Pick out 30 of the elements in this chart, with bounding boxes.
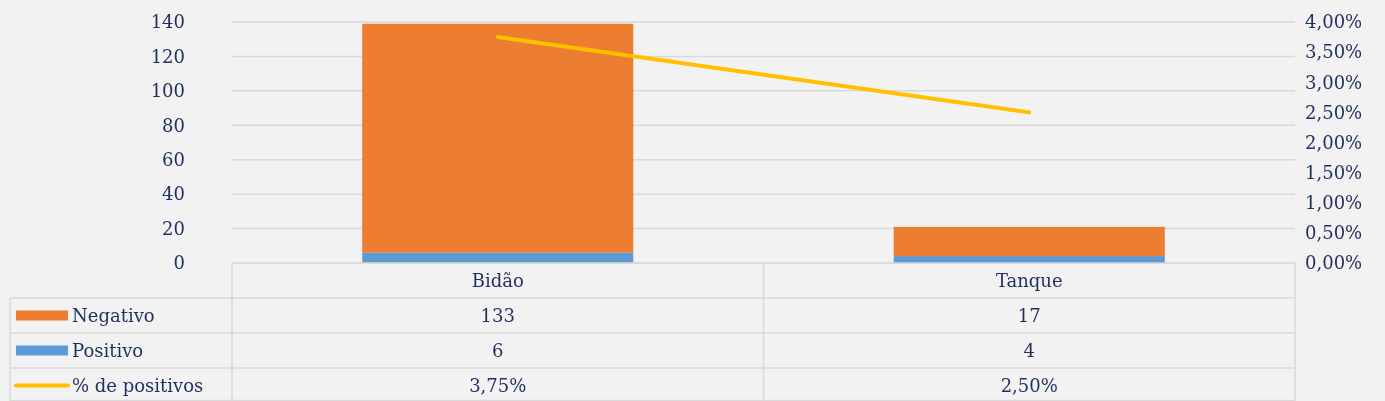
y-tick-label: 100 — [150, 80, 185, 102]
data-label: 6 — [492, 339, 504, 361]
y-tick-label: 40 — [162, 183, 185, 205]
y2-tick-label: 2,50% — [1305, 101, 1363, 123]
legend-label: Positivo — [72, 339, 144, 361]
y-tick-label: 120 — [150, 45, 185, 67]
data-label: 2,50% — [1000, 374, 1058, 396]
bar — [893, 226, 1165, 257]
y-tick-label: 60 — [162, 149, 185, 171]
y-tick-label: 140 — [150, 11, 185, 33]
y2-tick-label: 3,00% — [1305, 71, 1363, 93]
legend-label: % de positivos — [72, 374, 204, 396]
y-tick-label: 80 — [162, 114, 185, 136]
y-tick-label: 0 — [173, 252, 185, 274]
y2-tick-label: 0,00% — [1305, 252, 1363, 274]
y2-tick-label: 1,00% — [1305, 192, 1363, 214]
data-label: 3,75% — [469, 374, 527, 396]
x-tick-label: Bidão — [471, 269, 524, 291]
data-label: 4 — [1023, 339, 1035, 361]
data-label: 17 — [1017, 304, 1041, 326]
y2-tick-label: 3,50% — [1305, 41, 1363, 63]
y2-tick-label: 4,00% — [1305, 11, 1363, 33]
y2-tick-label: 1,50% — [1305, 161, 1363, 183]
legend-label: Negativo — [72, 304, 155, 326]
y-tick-label: 20 — [162, 217, 185, 239]
y2-tick-label: 0,50% — [1305, 222, 1363, 244]
data-label: 133 — [480, 304, 515, 326]
bar — [362, 23, 634, 253]
x-tick-label: Tanque — [995, 269, 1063, 291]
y2-tick-label: 2,00% — [1305, 131, 1363, 153]
